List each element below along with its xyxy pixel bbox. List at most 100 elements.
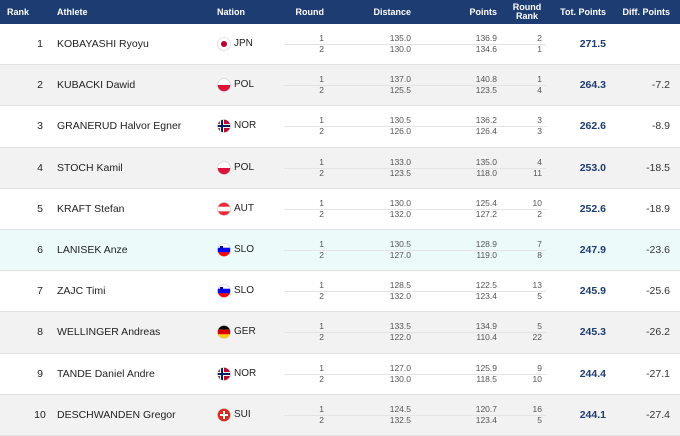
round-number: 2 — [319, 126, 324, 137]
round-number: 1 — [319, 115, 324, 126]
round-number: 1 — [319, 239, 324, 249]
result-row: 1 KOBAYASHI Ryoyu JPN 1 135.0 136.9 2 2 130.0 134… — [0, 24, 680, 66]
flag-icon — [217, 37, 231, 51]
round-rank: 1 — [537, 44, 542, 54]
total-points: 245.3 — [579, 326, 606, 339]
nation: POL — [234, 161, 255, 173]
points: 136.9 — [475, 33, 497, 43]
header-distance: Distance — [373, 6, 411, 17]
round-separator — [284, 208, 546, 210]
distance: 133.5 — [389, 321, 411, 332]
round-rank: 5 — [537, 414, 542, 425]
nation: SUI — [234, 408, 251, 420]
header-diff: Diff. Points — [622, 6, 671, 17]
total-points: 271.5 — [579, 38, 606, 50]
diff-points: -7.2 — [651, 79, 670, 92]
result-row: 7 ZAJC Timi SLO 1 128.5 122.5 13 2 132.0 123.4 5 24… — [0, 271, 680, 313]
round-number: 1 — [319, 362, 324, 373]
rank: 4 — [37, 161, 43, 174]
points: 118.5 — [476, 373, 497, 384]
round-separator — [284, 373, 546, 375]
distance: 128.5 — [389, 280, 411, 291]
total-points: 252.6 — [579, 202, 606, 215]
distance: 122.0 — [389, 332, 411, 343]
total-points: 247.9 — [579, 244, 606, 256]
round-rank: 4 — [537, 156, 542, 167]
points: 127.2 — [475, 208, 497, 219]
diff-points: -26.2 — [646, 326, 670, 339]
nation: JPN — [234, 38, 253, 49]
round-rank: 3 — [537, 115, 542, 126]
distance: 124.5 — [389, 403, 411, 414]
round-rank: 10 — [532, 373, 542, 384]
round-number: 2 — [319, 208, 324, 219]
flag — [217, 37, 231, 51]
round-separator — [284, 250, 546, 251]
flag — [217, 284, 231, 298]
points: 126.4 — [475, 126, 497, 137]
round-number: 2 — [319, 291, 324, 302]
flag-icon — [217, 201, 231, 216]
header-round: Round — [295, 6, 325, 17]
distance: 127.0 — [389, 362, 411, 373]
round-number: 2 — [319, 414, 324, 425]
header-nation: Nation — [217, 6, 245, 17]
round-number: 1 — [319, 197, 324, 208]
round-number: 2 — [319, 250, 324, 260]
athlete: TANDE Daniel Andre — [57, 367, 155, 380]
points: 118.0 — [476, 167, 497, 178]
round-number: 1 — [319, 74, 324, 85]
round-rank: 5 — [537, 291, 542, 302]
diff-points: -27.1 — [646, 367, 670, 380]
total-points: 244.1 — [579, 408, 606, 421]
round-rank: 22 — [532, 332, 542, 343]
distance: 123.5 — [389, 167, 411, 178]
round-rank: 16 — [532, 403, 542, 414]
diff-points: -23.6 — [646, 244, 670, 256]
flag — [217, 325, 231, 340]
rank: 5 — [37, 202, 43, 215]
points: 140.8 — [475, 74, 497, 85]
round-separator — [284, 414, 546, 416]
round-number: 1 — [319, 156, 324, 167]
round-number: 1 — [319, 280, 324, 291]
points: 119.0 — [476, 250, 497, 260]
distance: 130.0 — [389, 373, 411, 384]
round-number: 2 — [319, 373, 324, 384]
rank: 2 — [37, 79, 43, 92]
nation: NOR — [234, 367, 257, 379]
distance: 137.0 — [389, 74, 411, 85]
flag-icon — [217, 78, 231, 92]
athlete: WELLINGER Andreas — [57, 326, 161, 339]
flag-icon — [217, 243, 231, 257]
distance: 135.0 — [389, 33, 411, 43]
points: 122.5 — [475, 280, 497, 291]
round-separator — [284, 85, 546, 87]
nation: GER — [234, 326, 256, 338]
athlete: DESCHWANDEN Gregor — [57, 408, 176, 421]
round-separator — [284, 167, 546, 169]
points: 125.9 — [475, 362, 497, 373]
rank: 1 — [37, 38, 43, 50]
result-row: 9 TANDE Daniel Andre NOR 1 127.0 125.9 9 2 130.0… — [0, 353, 680, 395]
diff-points: -25.6 — [646, 285, 670, 298]
nation: POL — [234, 79, 255, 91]
rank: 9 — [37, 367, 43, 380]
rank: 7 — [37, 285, 43, 298]
header-points: Points — [469, 6, 497, 17]
round-number: 1 — [319, 403, 324, 414]
result-row: 3 GRANERUD Halvor Egner NOR 1 130.5 136.2 3 2 12… — [0, 106, 680, 148]
total-points: 245.9 — [579, 285, 606, 298]
result-row: 8 WELLINGER Andreas GER 1 133.5 134.9 5 2 122.0 1… — [0, 312, 680, 354]
round-rank: 5 — [537, 321, 542, 332]
round-rank: 8 — [537, 250, 542, 260]
flag-icon — [217, 119, 231, 134]
flag — [217, 201, 231, 216]
round-rank: 3 — [537, 126, 542, 137]
points: 123.5 — [475, 85, 497, 96]
total-points: 244.4 — [579, 367, 606, 380]
distance: 130.0 — [389, 197, 411, 208]
distance: 130.5 — [389, 115, 411, 126]
round-number: 2 — [319, 85, 324, 96]
